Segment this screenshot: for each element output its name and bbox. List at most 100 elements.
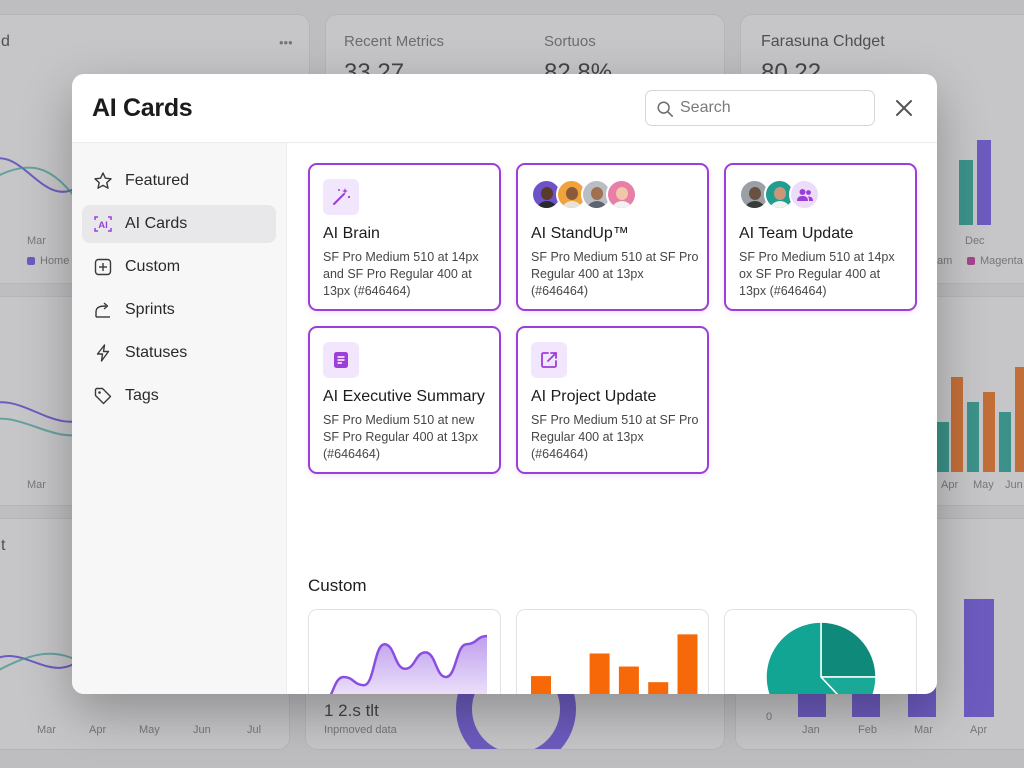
bg-metric-value: 1 2.s tlt <box>324 701 379 720</box>
bg-bar <box>967 402 979 472</box>
bg-x-tick: Apr <box>941 479 959 491</box>
bg-card-title: t <box>1 537 6 554</box>
bg-x-tick: Mar <box>27 479 46 491</box>
sidebar-item-label: Custom <box>125 258 181 275</box>
custom-card-area-chart[interactable]: #6647f0 <box>308 609 501 694</box>
custom-card-bar-chart[interactable]: #f76808 <box>516 609 709 694</box>
card-description: SF Pro Medium 510 at SF Pro Regular 400 … <box>531 413 699 461</box>
sidebar-item-sprints[interactable]: Sprints <box>82 291 276 329</box>
bg-legend: Magenta <box>967 255 1023 267</box>
bg-x-tick: Mar <box>27 235 46 247</box>
ai-cards-modal: AI Cards Featured AI AI Cards <box>72 74 937 694</box>
avatar <box>606 179 637 210</box>
ai-card-ai-executive-summary[interactable]: AI Executive Summary SF Pro Medium 510 a… <box>308 326 501 474</box>
bar-mark <box>618 666 639 694</box>
bg-legend-left: am <box>937 255 953 267</box>
avatar-group <box>531 179 637 213</box>
bg-x-tick: Jul <box>247 724 262 736</box>
card-description: SF Pro Medium 510 at 14px and SF Pro Reg… <box>323 250 479 298</box>
modal-title: AI Cards <box>92 94 193 122</box>
bg-x-tick: May <box>973 479 994 491</box>
ai-card-ai-team-update[interactable]: AI Team Update SF Pro Medium 510 at 14px… <box>724 163 917 311</box>
bg-card-title: d <box>1 33 10 50</box>
sidebar-item-statuses[interactable]: Statuses <box>82 334 276 372</box>
bg-bar <box>964 599 994 717</box>
ai-icon: AI <box>94 216 112 232</box>
card-icon-tile <box>323 179 359 215</box>
bg-bar <box>999 412 1011 472</box>
sidebar: Featured AI AI Cards Custom Sprints Stat… <box>72 143 287 694</box>
card-title: AI Team Update <box>739 225 854 242</box>
bg-y-tick: 0 <box>766 711 773 723</box>
bg-bar <box>983 392 995 472</box>
bg-bar <box>1015 367 1024 472</box>
search-input[interactable] <box>680 97 865 119</box>
bg-x-tick: Dec <box>965 235 985 247</box>
bg-legend-label: Home <box>40 255 70 267</box>
bolt-icon <box>96 344 110 362</box>
ai-card-ai-brain[interactable]: AI Brain SF Pro Medium 510 at 14px and S… <box>308 163 501 311</box>
area-line <box>329 634 488 694</box>
bg-bar <box>959 160 973 225</box>
sidebar-item-label: Featured <box>125 172 190 189</box>
sidebar-item-label: AI Cards <box>125 215 188 232</box>
bg-x-tick: Jan <box>802 724 820 736</box>
sprint-icon <box>95 302 110 318</box>
bg-x-tick: Mar <box>914 724 933 736</box>
section-title-custom: Custom <box>308 576 367 595</box>
team-icon <box>789 179 820 210</box>
card-title: AI StandUp™ <box>531 225 629 242</box>
pie-slice <box>765 621 838 694</box>
bar-chart <box>531 634 698 694</box>
card-title: AI Brain <box>323 225 380 242</box>
avatar-group <box>739 179 820 213</box>
bg-bar <box>937 422 949 472</box>
more-icon[interactable]: ••• <box>279 35 293 50</box>
card-title: AI Executive Summary <box>323 388 485 405</box>
cards-content: AI Brain SF Pro Medium 510 at 14px and S… <box>288 143 937 694</box>
bg-bar <box>951 377 963 472</box>
sidebar-item-label: Statuses <box>125 344 188 361</box>
card-icon-tile <box>531 342 567 378</box>
search-box[interactable] <box>645 90 875 126</box>
card-icon-tile <box>323 342 359 378</box>
star-icon <box>94 172 112 189</box>
bg-legend: Home <box>27 255 69 267</box>
bar-mark <box>589 653 610 694</box>
bg-x-tick: Mar <box>37 724 56 736</box>
bg-metric-label: Recent Metrics <box>344 33 445 50</box>
bg-legend-label: Magenta <box>980 255 1023 267</box>
plus-square-icon <box>94 258 112 276</box>
bg-metric-label: Sortuos <box>544 33 596 50</box>
pie-chart <box>765 621 877 694</box>
document-icon <box>334 352 348 368</box>
pie-slice <box>820 621 877 678</box>
modal-header: AI Cards <box>72 74 937 143</box>
search-icon <box>657 101 674 118</box>
sidebar-item-ai-cards[interactable]: AI AI Cards <box>82 205 276 243</box>
bg-x-tick: Feb <box>858 724 877 736</box>
sidebar-item-label: Sprints <box>125 301 175 318</box>
card-description: SF Pro Medium 510 at 14px ox SF Pro Regu… <box>739 250 895 298</box>
sidebar-item-custom[interactable]: Custom <box>82 248 276 286</box>
ai-card-ai-standup[interactable]: AI StandUp™ SF Pro Medium 510 at SF Pro … <box>516 163 709 311</box>
area-chart <box>329 634 488 694</box>
bg-x-tick: Jun <box>193 724 211 736</box>
sidebar-item-featured[interactable]: Featured <box>82 162 276 200</box>
magic-wand-icon <box>333 188 351 205</box>
bg-bar <box>977 140 991 225</box>
sidebar-item-tags[interactable]: Tags <box>82 377 276 415</box>
external-link-icon <box>541 352 557 368</box>
bar-mark <box>648 682 669 694</box>
ai-card-ai-project-update[interactable]: AI Project Update SF Pro Medium 510 at S… <box>516 326 709 474</box>
close-icon[interactable] <box>892 96 916 120</box>
card-title: AI Project Update <box>531 388 657 405</box>
bg-x-tick: Apr <box>89 724 107 736</box>
card-description: SF Pro Medium 510 at SF Pro Regular 400 … <box>531 250 699 298</box>
tag-icon <box>94 387 112 405</box>
bg-x-tick: Apr <box>970 724 988 736</box>
bg-card-title: Farasuna Chdget <box>761 33 885 50</box>
bg-x-tick: Jun <box>1005 479 1023 491</box>
custom-card-pie-chart[interactable]: #12a594 <box>724 609 917 694</box>
card-description: SF Pro Medium 510 at new SF Pro Regular … <box>323 413 478 461</box>
